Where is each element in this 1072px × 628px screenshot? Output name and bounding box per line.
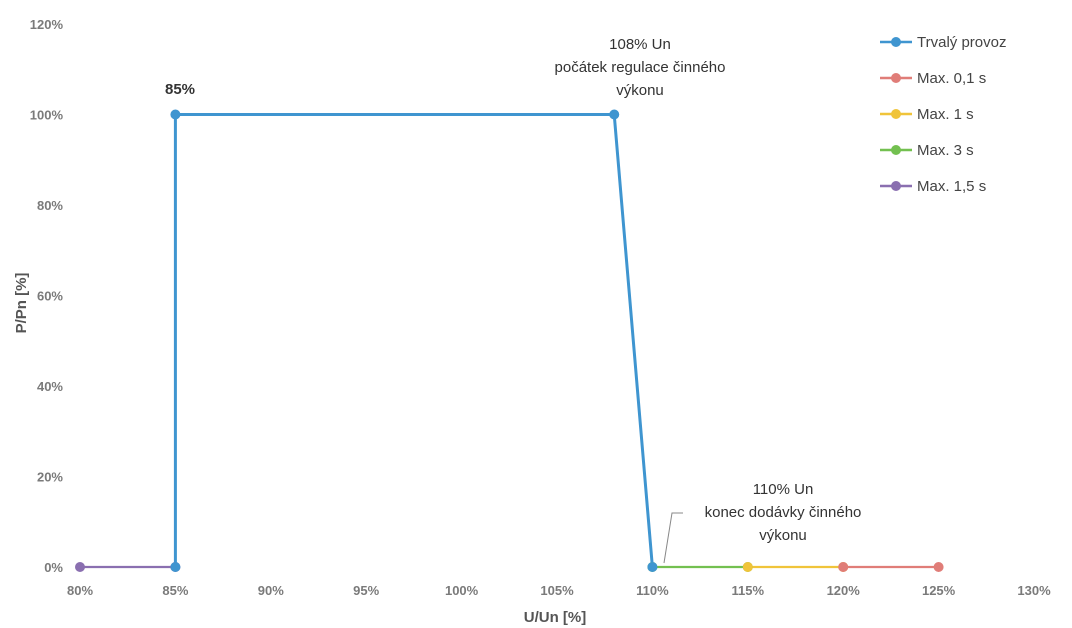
annotation-108: 108% Un počátek regulace činného výkonu	[555, 36, 726, 99]
x-tick-label: 125%	[922, 583, 956, 598]
legend-label: Max. 0,1 s	[917, 70, 986, 87]
legend-label: Max. 1,5 s	[917, 178, 986, 195]
annotation-line: počátek regulace činného	[555, 59, 726, 76]
y-tick-label: 0%	[44, 560, 63, 575]
x-tick-label: 120%	[827, 583, 861, 598]
data-point	[838, 562, 849, 572]
y-tick-label: 20%	[37, 470, 63, 485]
x-tick-label: 90%	[258, 583, 284, 598]
annotation-line: 108% Un	[609, 36, 671, 53]
x-tick-label: 100%	[445, 583, 479, 598]
x-tick-label: 115%	[732, 583, 765, 598]
y-tick-label: 40%	[37, 379, 63, 394]
x-tick-label: 105%	[540, 583, 574, 598]
series-line	[173, 113, 654, 568]
annotation-85: 85%	[165, 81, 195, 98]
x-tick-label: 130%	[1017, 583, 1051, 598]
data-point	[75, 562, 85, 572]
x-tick-label: 85%	[162, 583, 188, 598]
legend-marker	[891, 109, 901, 119]
legend-marker	[891, 37, 901, 47]
legend: Trvalý provoz Max. 0,1 s Max. 1 s Max. 3 s M…	[880, 34, 1006, 195]
annotation-line: 85%	[165, 81, 195, 98]
legend-marker	[891, 73, 901, 83]
legend-label: Max. 3 s	[917, 142, 974, 159]
legend-marker	[891, 181, 901, 191]
data-point	[933, 562, 944, 572]
y-tick-label: 80%	[37, 198, 63, 213]
legend-label: Max. 1 s	[917, 106, 974, 123]
data-point	[170, 562, 181, 572]
y-axis-ticks: 0% 20% 40% 60% 80% 100% 120%	[30, 17, 64, 575]
annotation-110: 110% Un konec dodávky činného výkonu	[705, 481, 862, 544]
annotation-line: konec dodávky činného	[705, 504, 862, 521]
annotations: 85% 108% Un počátek regulace činného výkon…	[165, 36, 861, 544]
legend-marker	[891, 145, 901, 155]
x-tick-label: 95%	[353, 583, 379, 598]
y-tick-label: 120%	[30, 17, 64, 32]
x-axis-title: U/Un [%]	[524, 609, 587, 626]
x-axis-ticks: 80% 85% 90% 95% 100% 105% 110% 115% 120% 125% 130%	[67, 583, 1051, 598]
series-layer	[75, 109, 944, 572]
data-point	[742, 562, 753, 572]
annotation-line: výkonu	[616, 82, 664, 99]
data-point	[170, 109, 181, 120]
y-tick-label: 100%	[30, 108, 64, 123]
annotation-line: výkonu	[759, 527, 807, 544]
annotation-line: 110% Un	[753, 481, 814, 498]
annotation-leader-line	[663, 512, 683, 564]
y-tick-label: 60%	[37, 289, 63, 304]
data-point	[647, 562, 658, 572]
y-axis-title: P/Pn [%]	[13, 273, 30, 334]
x-tick-label: 80%	[67, 583, 93, 598]
legend-label: Trvalý provoz	[917, 34, 1006, 51]
x-tick-label: 110%	[636, 583, 669, 598]
data-point	[609, 109, 620, 120]
